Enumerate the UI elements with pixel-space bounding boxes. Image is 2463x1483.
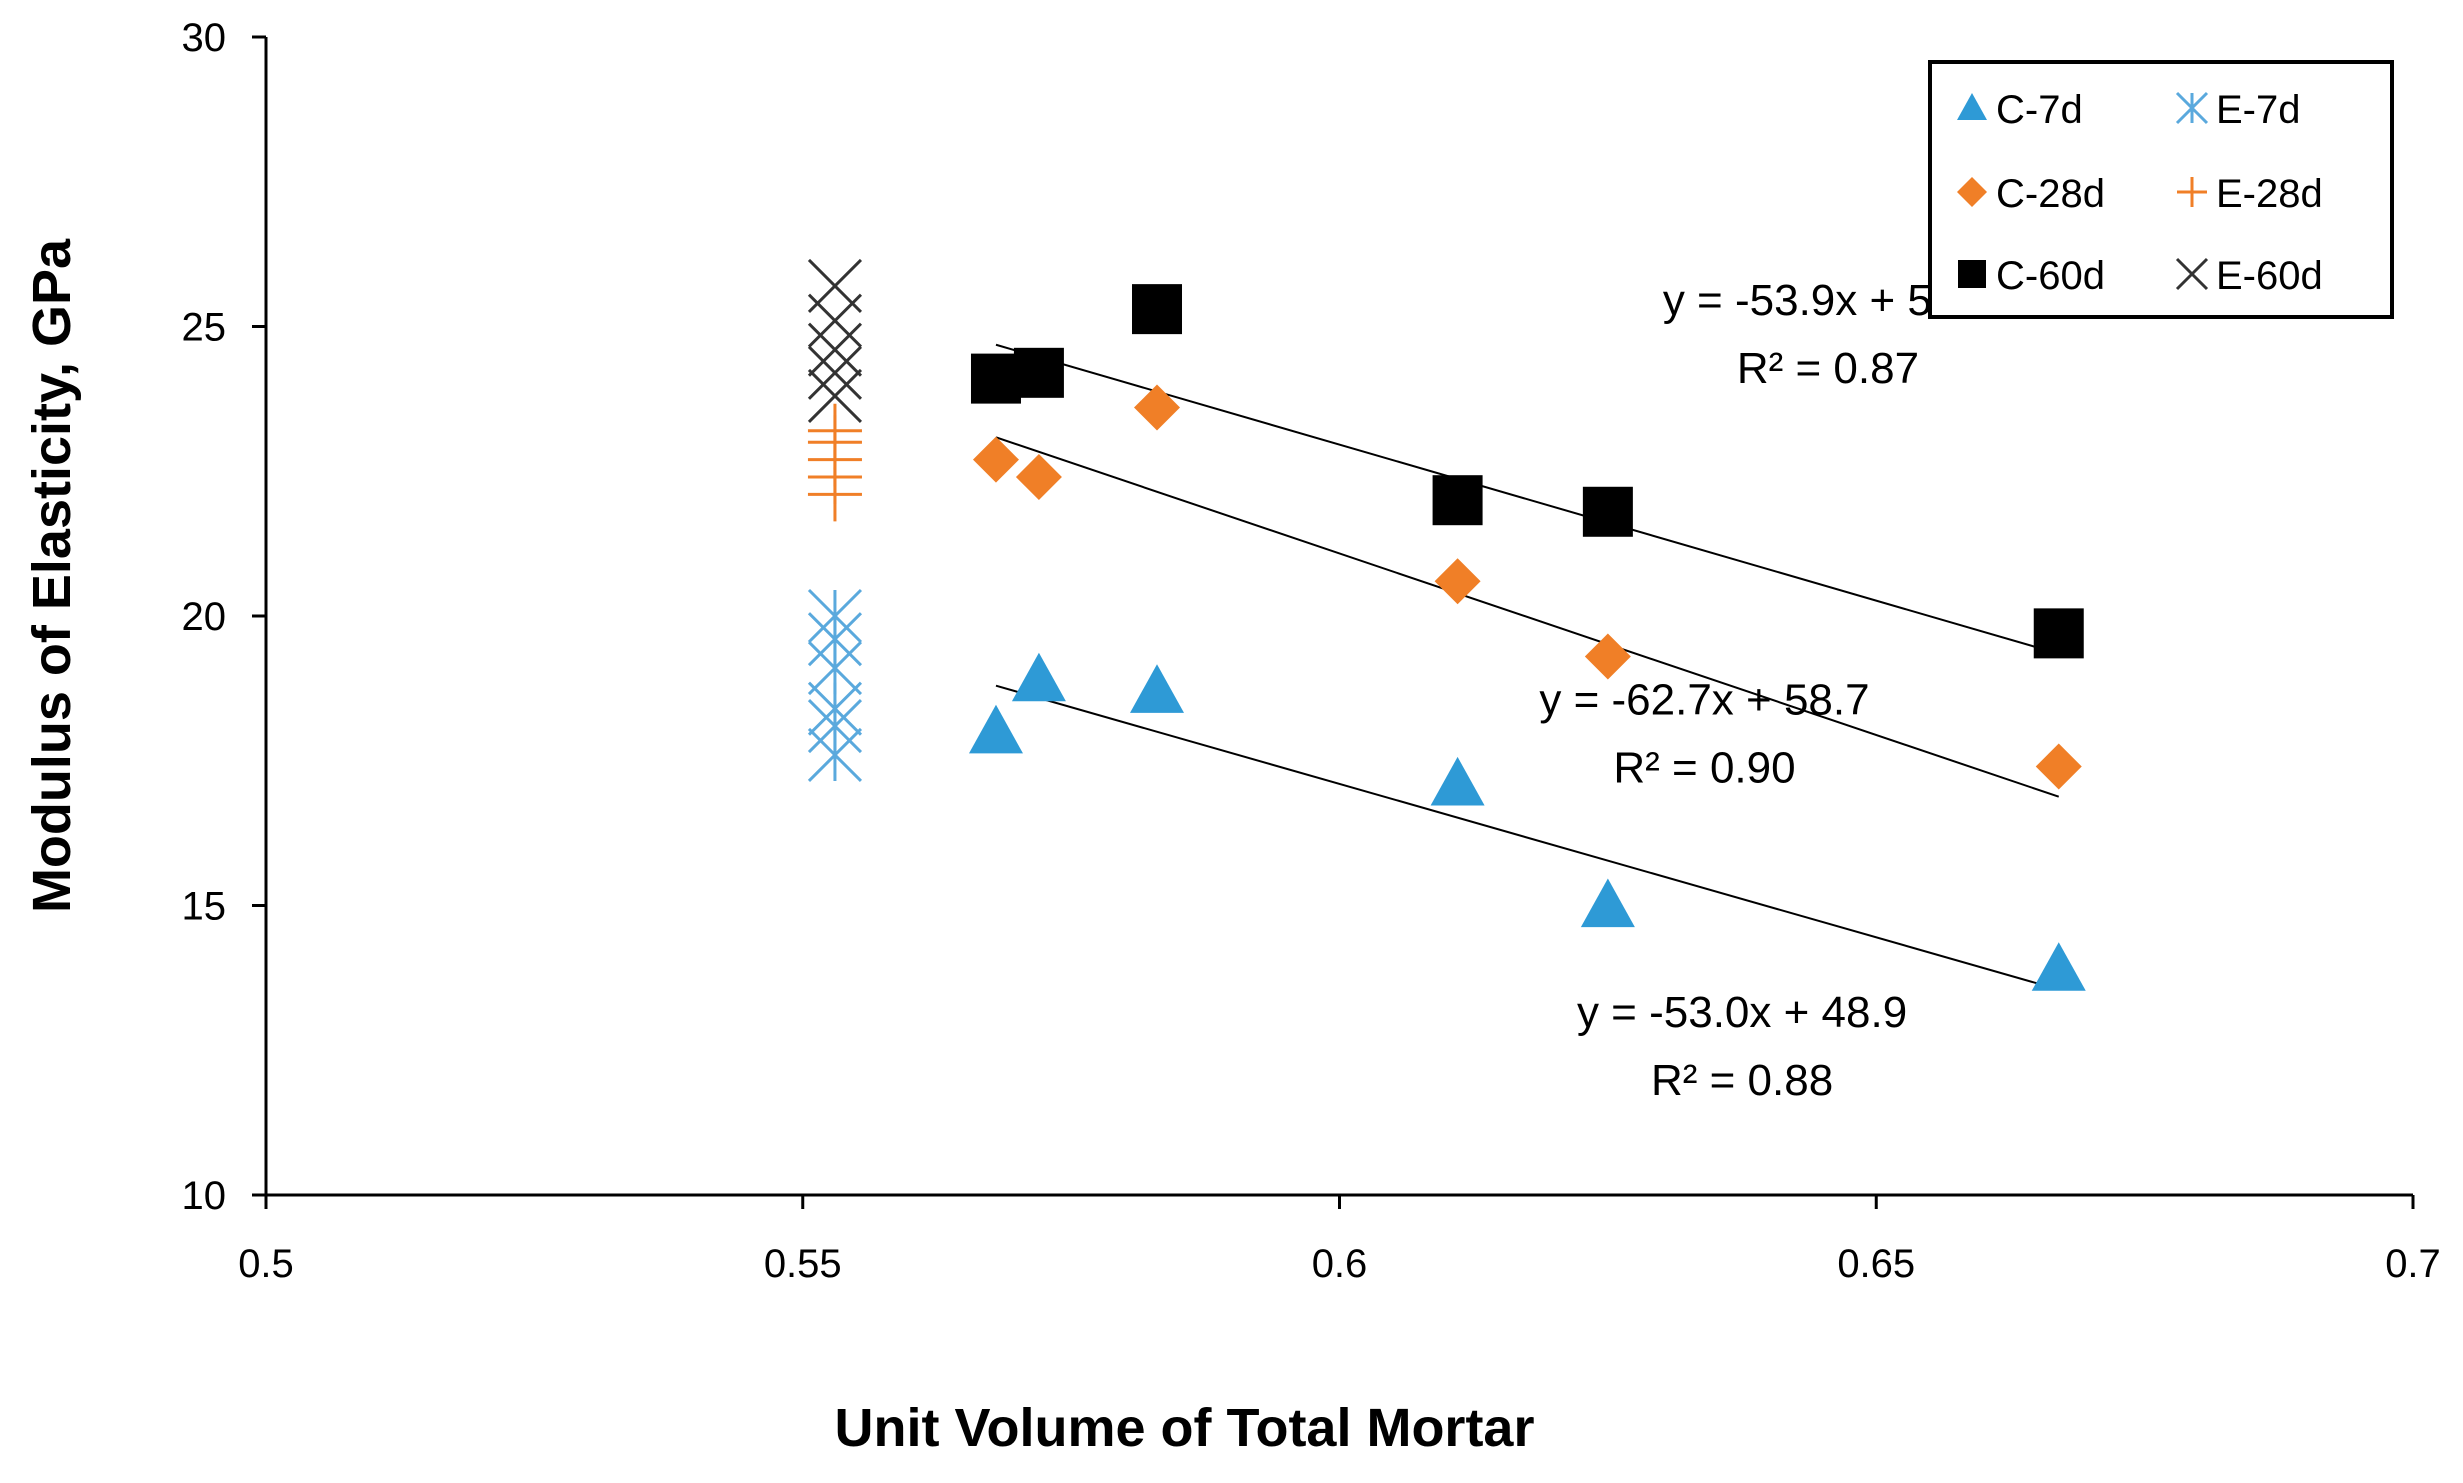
legend-marker <box>1957 177 1987 207</box>
series-e-60d <box>807 258 863 424</box>
legend-marker <box>1957 93 1987 120</box>
legend-marker <box>1958 260 1986 288</box>
x-tick-label: 0.65 <box>1837 1242 1915 1286</box>
data-point <box>1015 454 1062 501</box>
data-point <box>968 704 1023 754</box>
trendline-equation: y = -53.0x + 48.9 <box>1577 988 1907 1037</box>
series-e-7d <box>807 588 863 783</box>
legend-marker <box>2177 177 2207 207</box>
x-tick-label: 0.6 <box>1312 1242 1368 1286</box>
legend-marker <box>2175 91 2209 125</box>
legend-label: E-60d <box>2216 254 2323 298</box>
data-point <box>970 353 1021 404</box>
data-point <box>1013 347 1064 398</box>
data-point <box>1434 558 1481 605</box>
x-tick-label: 0.7 <box>2385 1242 2441 1286</box>
trendline-r2: R² = 0.88 <box>1651 1056 1833 1105</box>
legend-label: E-28d <box>2216 172 2323 216</box>
legend-marker <box>2175 257 2209 291</box>
data-point <box>807 322 863 377</box>
series-c-60d <box>970 284 2084 659</box>
series-c-7d <box>968 652 2086 991</box>
data-point <box>2031 942 2086 991</box>
trendline-equation: y = -62.7x + 58.7 <box>1539 675 1869 724</box>
data-point <box>2033 608 2084 659</box>
y-tick-label: 25 <box>182 306 227 350</box>
x-tick-label: 0.5 <box>238 1242 294 1286</box>
trendline-c-28d <box>995 436 2060 798</box>
legend-item-e-7d: E-7d <box>2175 88 2301 132</box>
legend-label: C-60d <box>1996 254 2105 298</box>
data-point <box>1582 486 1633 537</box>
legend-item-e-28d: E-28d <box>2177 172 2323 216</box>
x-tick-label: 0.55 <box>764 1242 842 1286</box>
legend-item-e-60d: E-60d <box>2175 254 2323 298</box>
data-point <box>1432 475 1483 526</box>
y-tick-label: 30 <box>182 16 227 60</box>
data-point <box>972 436 1019 483</box>
y-tick-label: 10 <box>182 1174 227 1218</box>
legend-item-c-28d: C-28d <box>1957 172 2105 216</box>
trendline-c-60d <box>995 343 2060 655</box>
y-tick-label: 20 <box>182 595 227 639</box>
data-point <box>1580 878 1635 928</box>
data-point <box>807 345 863 400</box>
data-point <box>807 258 863 314</box>
trendline-r2: R² = 0.87 <box>1737 344 1919 393</box>
data-point <box>1130 664 1185 713</box>
trendline-r2: R² = 0.90 <box>1613 743 1795 792</box>
legend-label: C-28d <box>1996 172 2105 216</box>
data-point <box>1134 384 1181 431</box>
data-point <box>2035 743 2082 790</box>
y-axis-title: Modulus of Elasticity, GPa <box>22 238 82 913</box>
series-e-28d <box>807 403 862 522</box>
legend-item-c-7d: C-7d <box>1957 88 2083 132</box>
data-point <box>1584 633 1631 680</box>
series-c-28d <box>972 384 2082 790</box>
legend-item-c-60d: C-60d <box>1958 254 2105 298</box>
legend-label: C-7d <box>1996 88 2083 132</box>
x-axis-title: Unit Volume of Total Mortar <box>835 1398 1535 1458</box>
data-point <box>807 368 863 424</box>
data-point <box>1132 284 1183 335</box>
data-point <box>807 588 863 644</box>
y-tick-label: 15 <box>182 885 227 929</box>
legend-box <box>1928 60 2394 319</box>
data-point <box>807 403 862 458</box>
data-point <box>1430 756 1485 806</box>
data-point <box>1011 652 1066 702</box>
trendline-c-7d <box>995 684 2060 991</box>
legend-label: E-7d <box>2216 88 2301 132</box>
